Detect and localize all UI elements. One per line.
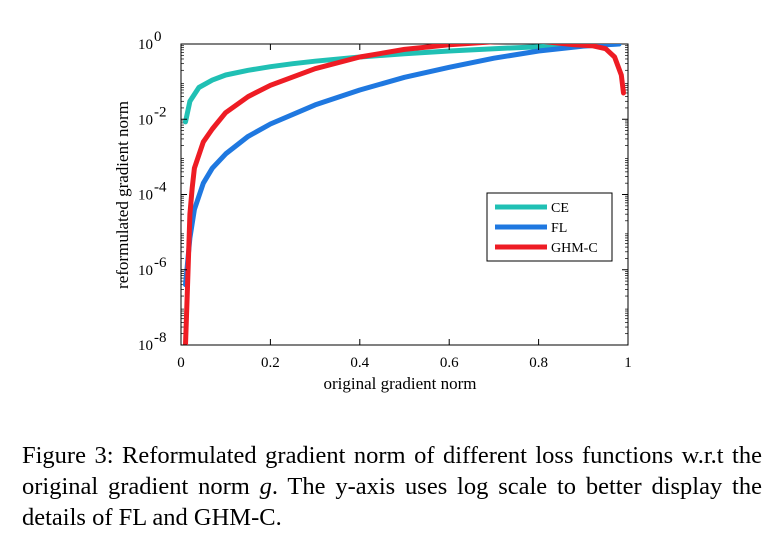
- legend-label-ghm-c: GHM-C: [551, 241, 598, 256]
- y-tick-exponent: -6: [154, 255, 167, 271]
- legend-label-ce: CE: [551, 201, 569, 216]
- y-tick-label: 10: [138, 112, 153, 128]
- x-axis-label: original gradient norm: [324, 374, 477, 393]
- y-tick-exponent: -8: [154, 330, 167, 346]
- series-line-ce: [183, 44, 622, 125]
- y-tick-label: 10: [138, 338, 153, 354]
- x-tick-label: 0: [177, 355, 185, 371]
- y-tick-exponent: -4: [154, 180, 167, 196]
- figure-caption: Figure 3: Reformulated gradient norm of …: [22, 440, 762, 533]
- caption-variable: g: [259, 473, 272, 500]
- y-tick-exponent: -2: [154, 104, 167, 120]
- y-axis-label: reformulated gradient norm: [113, 101, 132, 289]
- x-tick-label: 0.6: [440, 355, 459, 371]
- x-tick-label: 1: [624, 355, 632, 371]
- legend: CE FL GHM-C: [486, 192, 613, 262]
- y-tick-label: 10: [138, 37, 153, 53]
- x-tick-label: 0.4: [350, 355, 369, 371]
- y-tick-label: 10: [138, 188, 153, 204]
- y-tick-label: 10: [138, 263, 153, 279]
- caption-text-2: . The y-axis uses log scale to better di…: [22, 473, 762, 531]
- y-tick-exponent: 0: [154, 29, 162, 45]
- x-tick-label: 0.8: [529, 355, 548, 371]
- caption-text-1: Figure 3: Reformulated gradient norm of …: [22, 442, 762, 500]
- series-line-fl: [183, 44, 622, 288]
- legend-label-fl: FL: [551, 221, 567, 236]
- series-line-ghm-c: [183, 44, 626, 345]
- x-tick-label: 0.2: [261, 355, 280, 371]
